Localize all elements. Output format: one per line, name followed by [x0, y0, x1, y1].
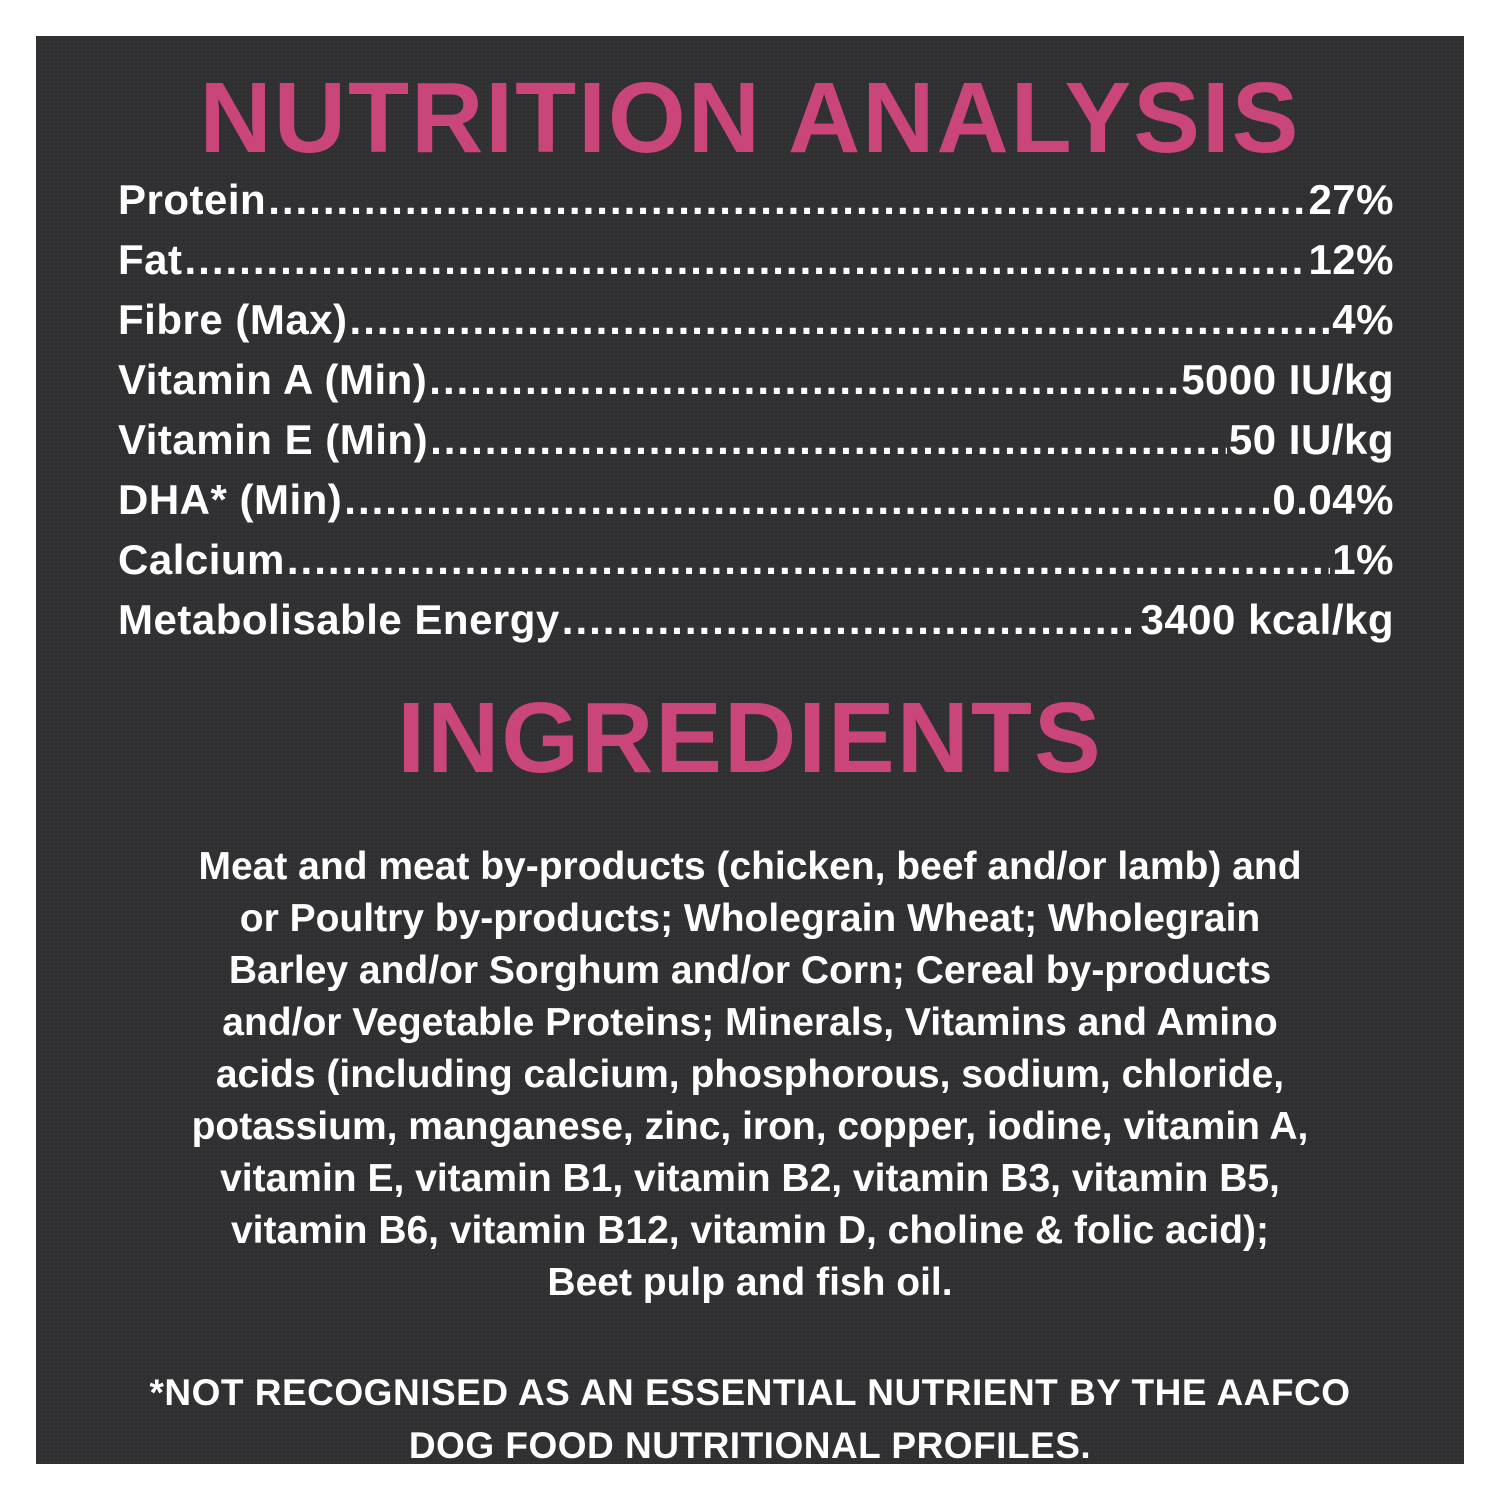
nutrition-row: Vitamin E (Min) 50 IU/kg	[118, 416, 1394, 476]
ingredients-line: vitamin E, vitamin B1, vitamin B2, vitam…	[220, 1157, 1280, 1200]
ingredients-line: Beet pulp and fish oil.	[547, 1261, 953, 1304]
dot-leader	[562, 596, 1139, 644]
footnote-line: *NOT RECOGNISED AS AN ESSENTIAL NUTRIENT…	[149, 1372, 1351, 1413]
nutrition-row: Fat 12%	[118, 236, 1394, 296]
nutrition-row: DHA* (Min) 0.04%	[118, 476, 1394, 536]
nutrient-label: Vitamin E (Min)	[118, 416, 429, 463]
ingredients-line: and/or Vegetable Proteins; Minerals, Vit…	[222, 1001, 1278, 1044]
ingredients-line: Meat and meat by-products (chicken, beef…	[198, 845, 1302, 888]
nutrient-label: Vitamin A (Min)	[118, 356, 428, 403]
nutrient-value: 27%	[1308, 176, 1394, 223]
nutrition-row: Protein 27%	[118, 176, 1394, 236]
nutrition-row: Fibre (Max) 4%	[118, 296, 1394, 356]
nutrient-label: Metabolisable Energy	[118, 596, 560, 643]
nutrient-value: 4%	[1332, 296, 1394, 343]
nutrient-value: 12%	[1308, 236, 1394, 283]
ingredients-line: or Poultry by-products; Wholegrain Wheat…	[239, 897, 1261, 940]
nutrient-value: 3400 kcal/kg	[1140, 596, 1394, 643]
nutrient-label: Fibre (Max)	[118, 296, 348, 343]
nutrition-analysis-title: NUTRITION ANALYSIS	[199, 62, 1301, 174]
ingredients-line: acids (including calcium, phosphorous, s…	[215, 1053, 1285, 1096]
nutrition-row: Vitamin A (Min) 5000 IU/kg	[118, 356, 1394, 416]
nutrient-value: 1%	[1332, 536, 1394, 583]
nutrient-label: Fat	[118, 236, 183, 283]
ingredients-line: vitamin B6, vitamin B12, vitamin D, chol…	[230, 1209, 1270, 1252]
ingredients-line: potassium, manganese, zinc, iron, copper…	[191, 1105, 1309, 1148]
nutrient-value: 0.04%	[1272, 476, 1394, 523]
footnote-line: DOG FOOD NUTRITIONAL PROFILES.	[408, 1425, 1092, 1466]
dot-leader	[185, 236, 1307, 284]
nutrient-value: 50 IU/kg	[1228, 416, 1394, 463]
dot-leader	[430, 416, 1227, 464]
dot-leader	[268, 176, 1306, 224]
nutrient-label: Calcium	[118, 536, 285, 583]
nutrition-row: Metabolisable Energy 3400 kcal/kg	[118, 596, 1394, 656]
nutrient-label: DHA* (Min)	[118, 476, 343, 523]
nutrition-table: Protein 27% Fat 12% Fibre (Max) 4% Vitamin A (…	[118, 176, 1394, 656]
nutrition-row: Calcium 1%	[118, 536, 1394, 596]
footnote: *NOT RECOGNISED AS AN ESSENTIAL NUTRIENT…	[36, 1366, 1464, 1472]
dot-leader	[287, 536, 1330, 584]
dot-leader	[429, 356, 1179, 404]
nutrient-label: Protein	[118, 176, 267, 223]
dot-leader	[344, 476, 1270, 524]
label-panel: NUTRITION ANALYSIS Protein 27% Fat 12% Fibre…	[36, 36, 1464, 1466]
nutrient-value: 5000 IU/kg	[1181, 356, 1394, 403]
ingredients-text: Meat and meat by-products (chicken, beef…	[36, 841, 1464, 1309]
ingredients-title: INGREDIENTS	[397, 682, 1103, 794]
dot-leader	[350, 296, 1331, 344]
ingredients-line: Barley and/or Sorghum and/or Corn; Cerea…	[228, 949, 1272, 992]
